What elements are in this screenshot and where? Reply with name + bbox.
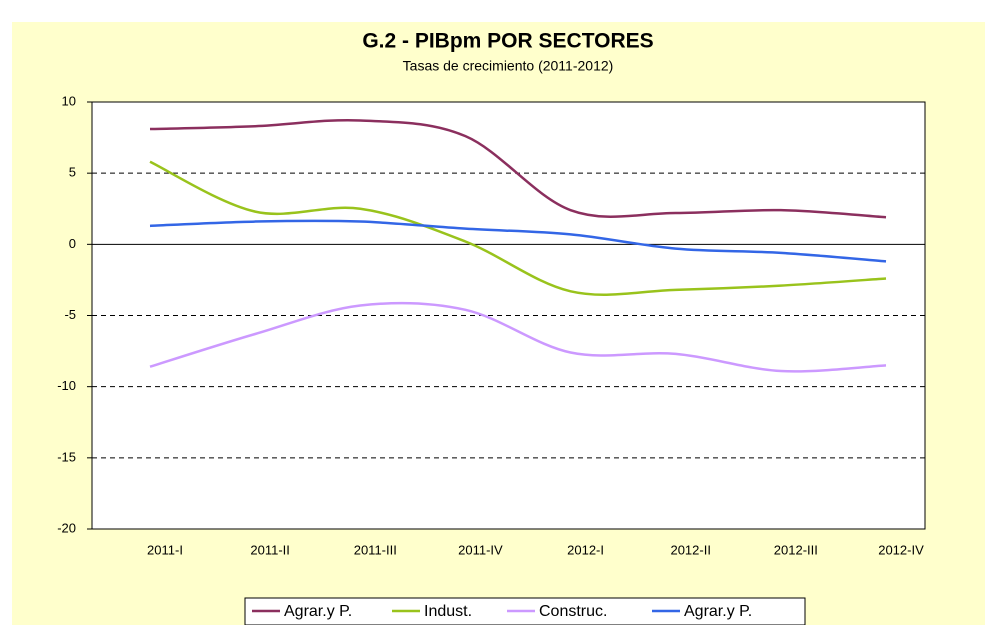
- grid: [87, 101, 925, 530]
- y-tick-label: 0: [69, 236, 76, 251]
- x-tick-label: 2011-II: [250, 542, 290, 557]
- x-tick-label: 2012-IV: [878, 542, 924, 557]
- y-tick-label: 10: [62, 93, 76, 108]
- x-tick-label: 2011-I: [147, 542, 183, 557]
- y-tick-label: -5: [64, 307, 76, 322]
- y-tick-label: -15: [57, 449, 76, 464]
- y-tick-label: -20: [57, 520, 76, 535]
- y-tick-label: -10: [57, 378, 76, 393]
- y-tick-label: 5: [69, 165, 76, 180]
- legend-label: Agrar.y P.: [684, 603, 752, 620]
- series-line: [149, 219, 887, 263]
- x-tick-label: 2012-II: [670, 542, 710, 557]
- legend-label: Agrar.y P.: [284, 603, 352, 620]
- series-line: [149, 301, 887, 373]
- series-line: [149, 160, 887, 296]
- lines: [149, 118, 887, 373]
- x-tick-label: 2011-III: [354, 542, 397, 557]
- legend-label: Construc.: [539, 603, 607, 620]
- x-tick-label: 2011-IV: [458, 542, 503, 557]
- x-tick-label: 2012-I: [567, 542, 604, 557]
- series-line: [149, 118, 887, 219]
- legend-label: Indust.: [424, 603, 472, 620]
- x-tick-label: 2012-III: [774, 542, 818, 557]
- chart-subtitle: Tasas de crecimiento (2011-2012): [403, 58, 614, 74]
- chart-title: G.2 - PIBpm POR SECTORES: [362, 30, 653, 53]
